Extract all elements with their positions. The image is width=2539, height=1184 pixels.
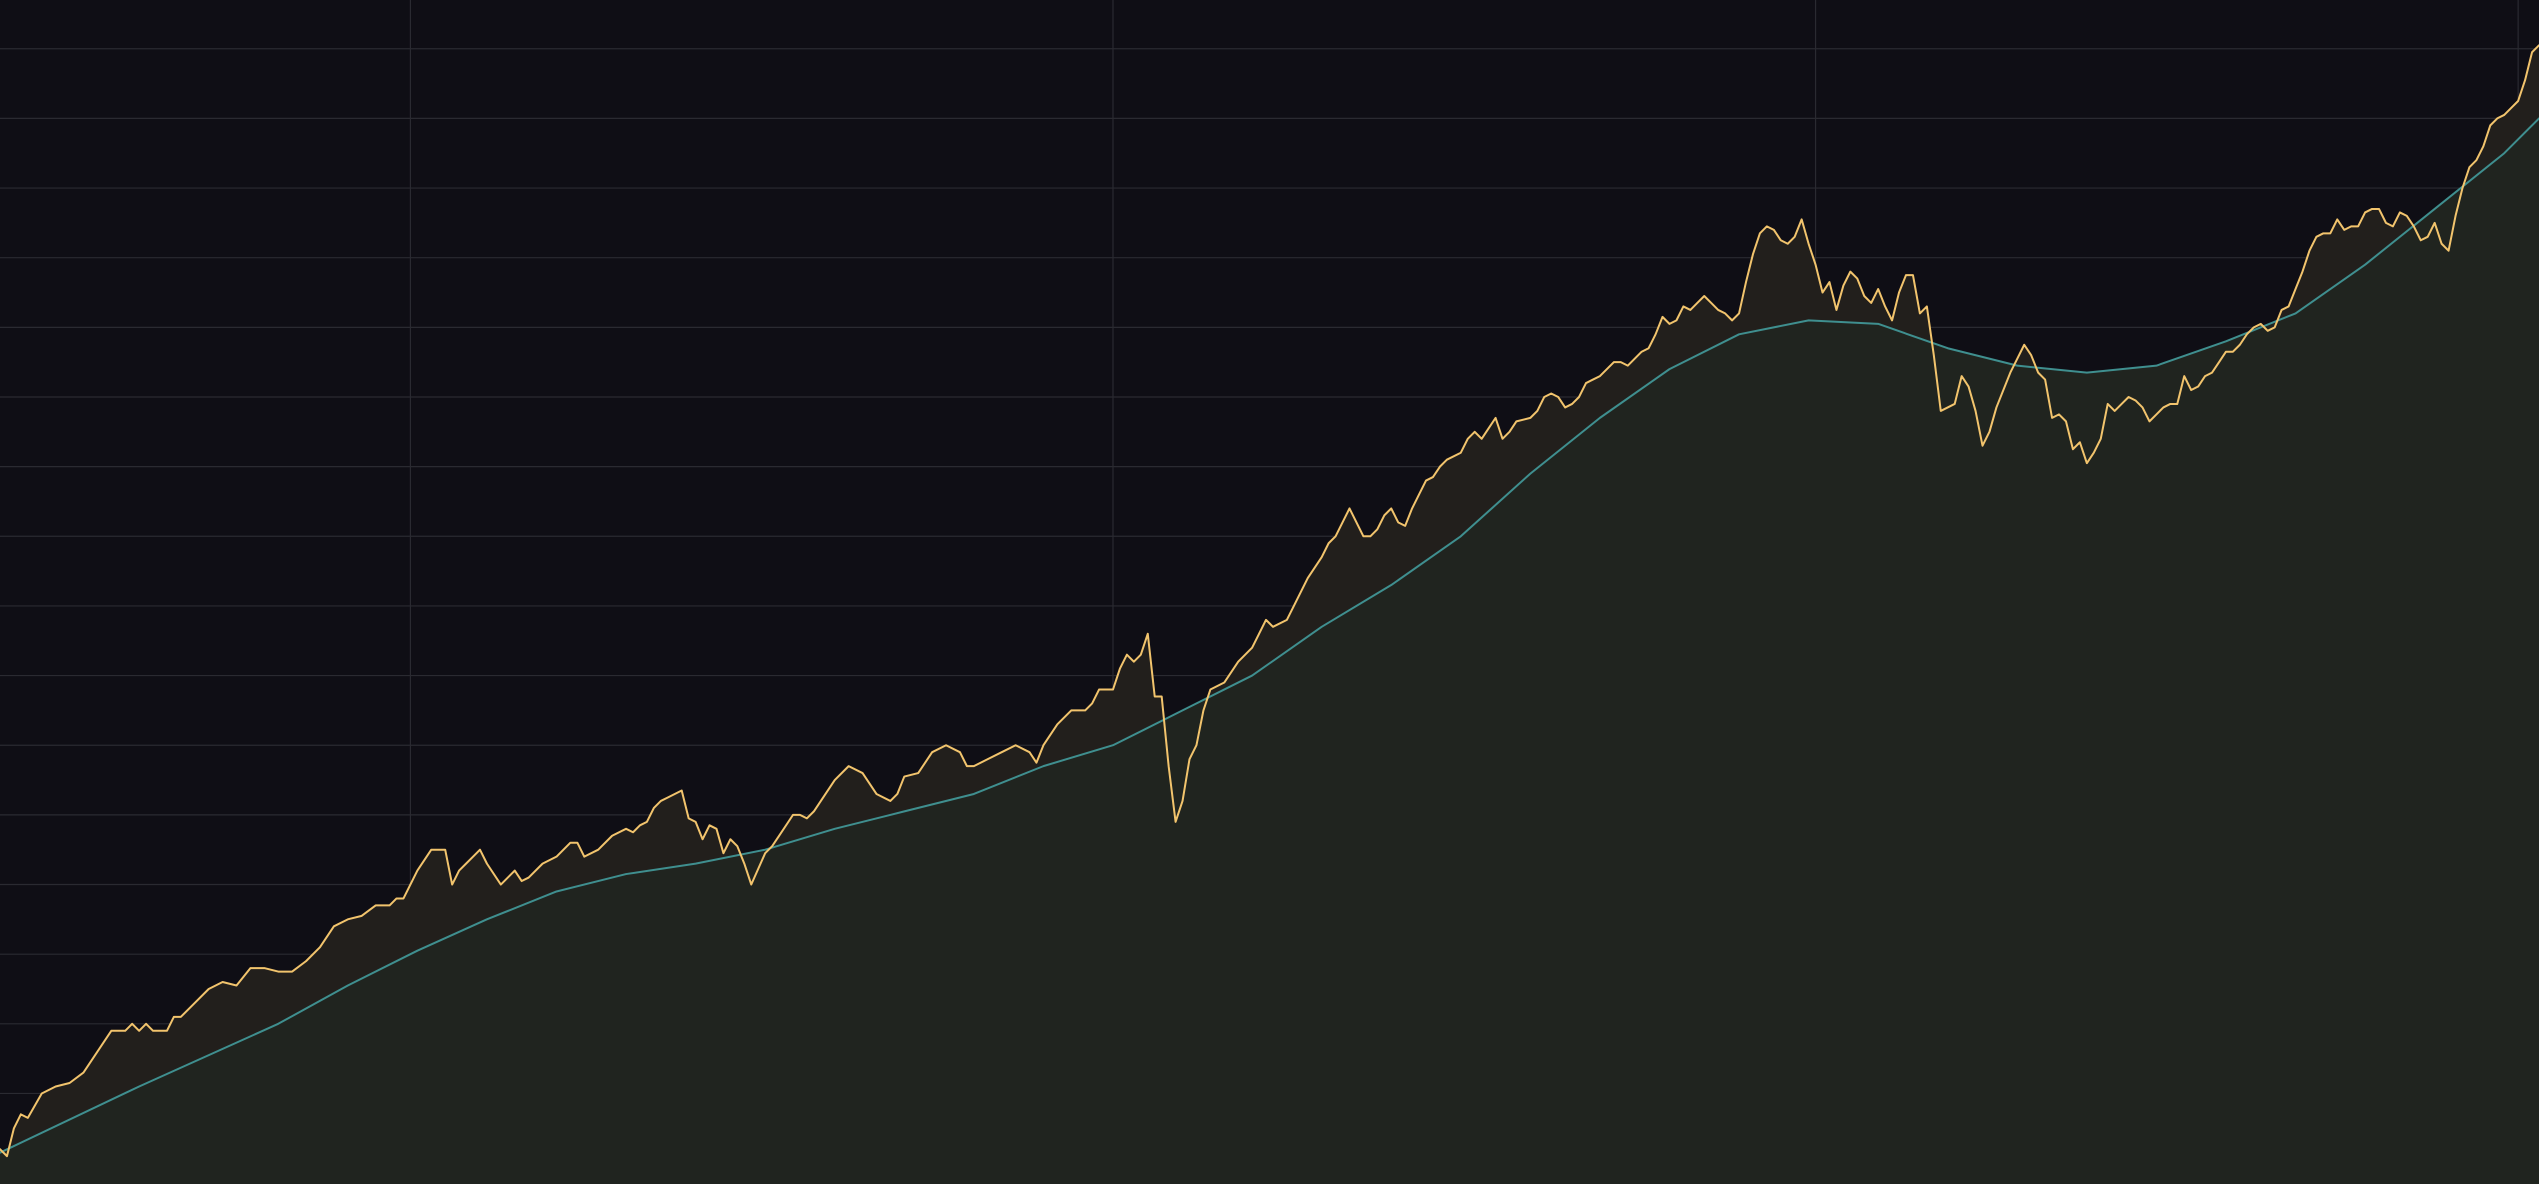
moving_average-line: [0, 117, 2539, 1154]
moving_average-area-fill: [0, 118, 2539, 1184]
chart-series-lines: [0, 44, 2539, 1158]
chart-area-fills: [0, 45, 2539, 1184]
price-line: [0, 44, 2539, 1158]
